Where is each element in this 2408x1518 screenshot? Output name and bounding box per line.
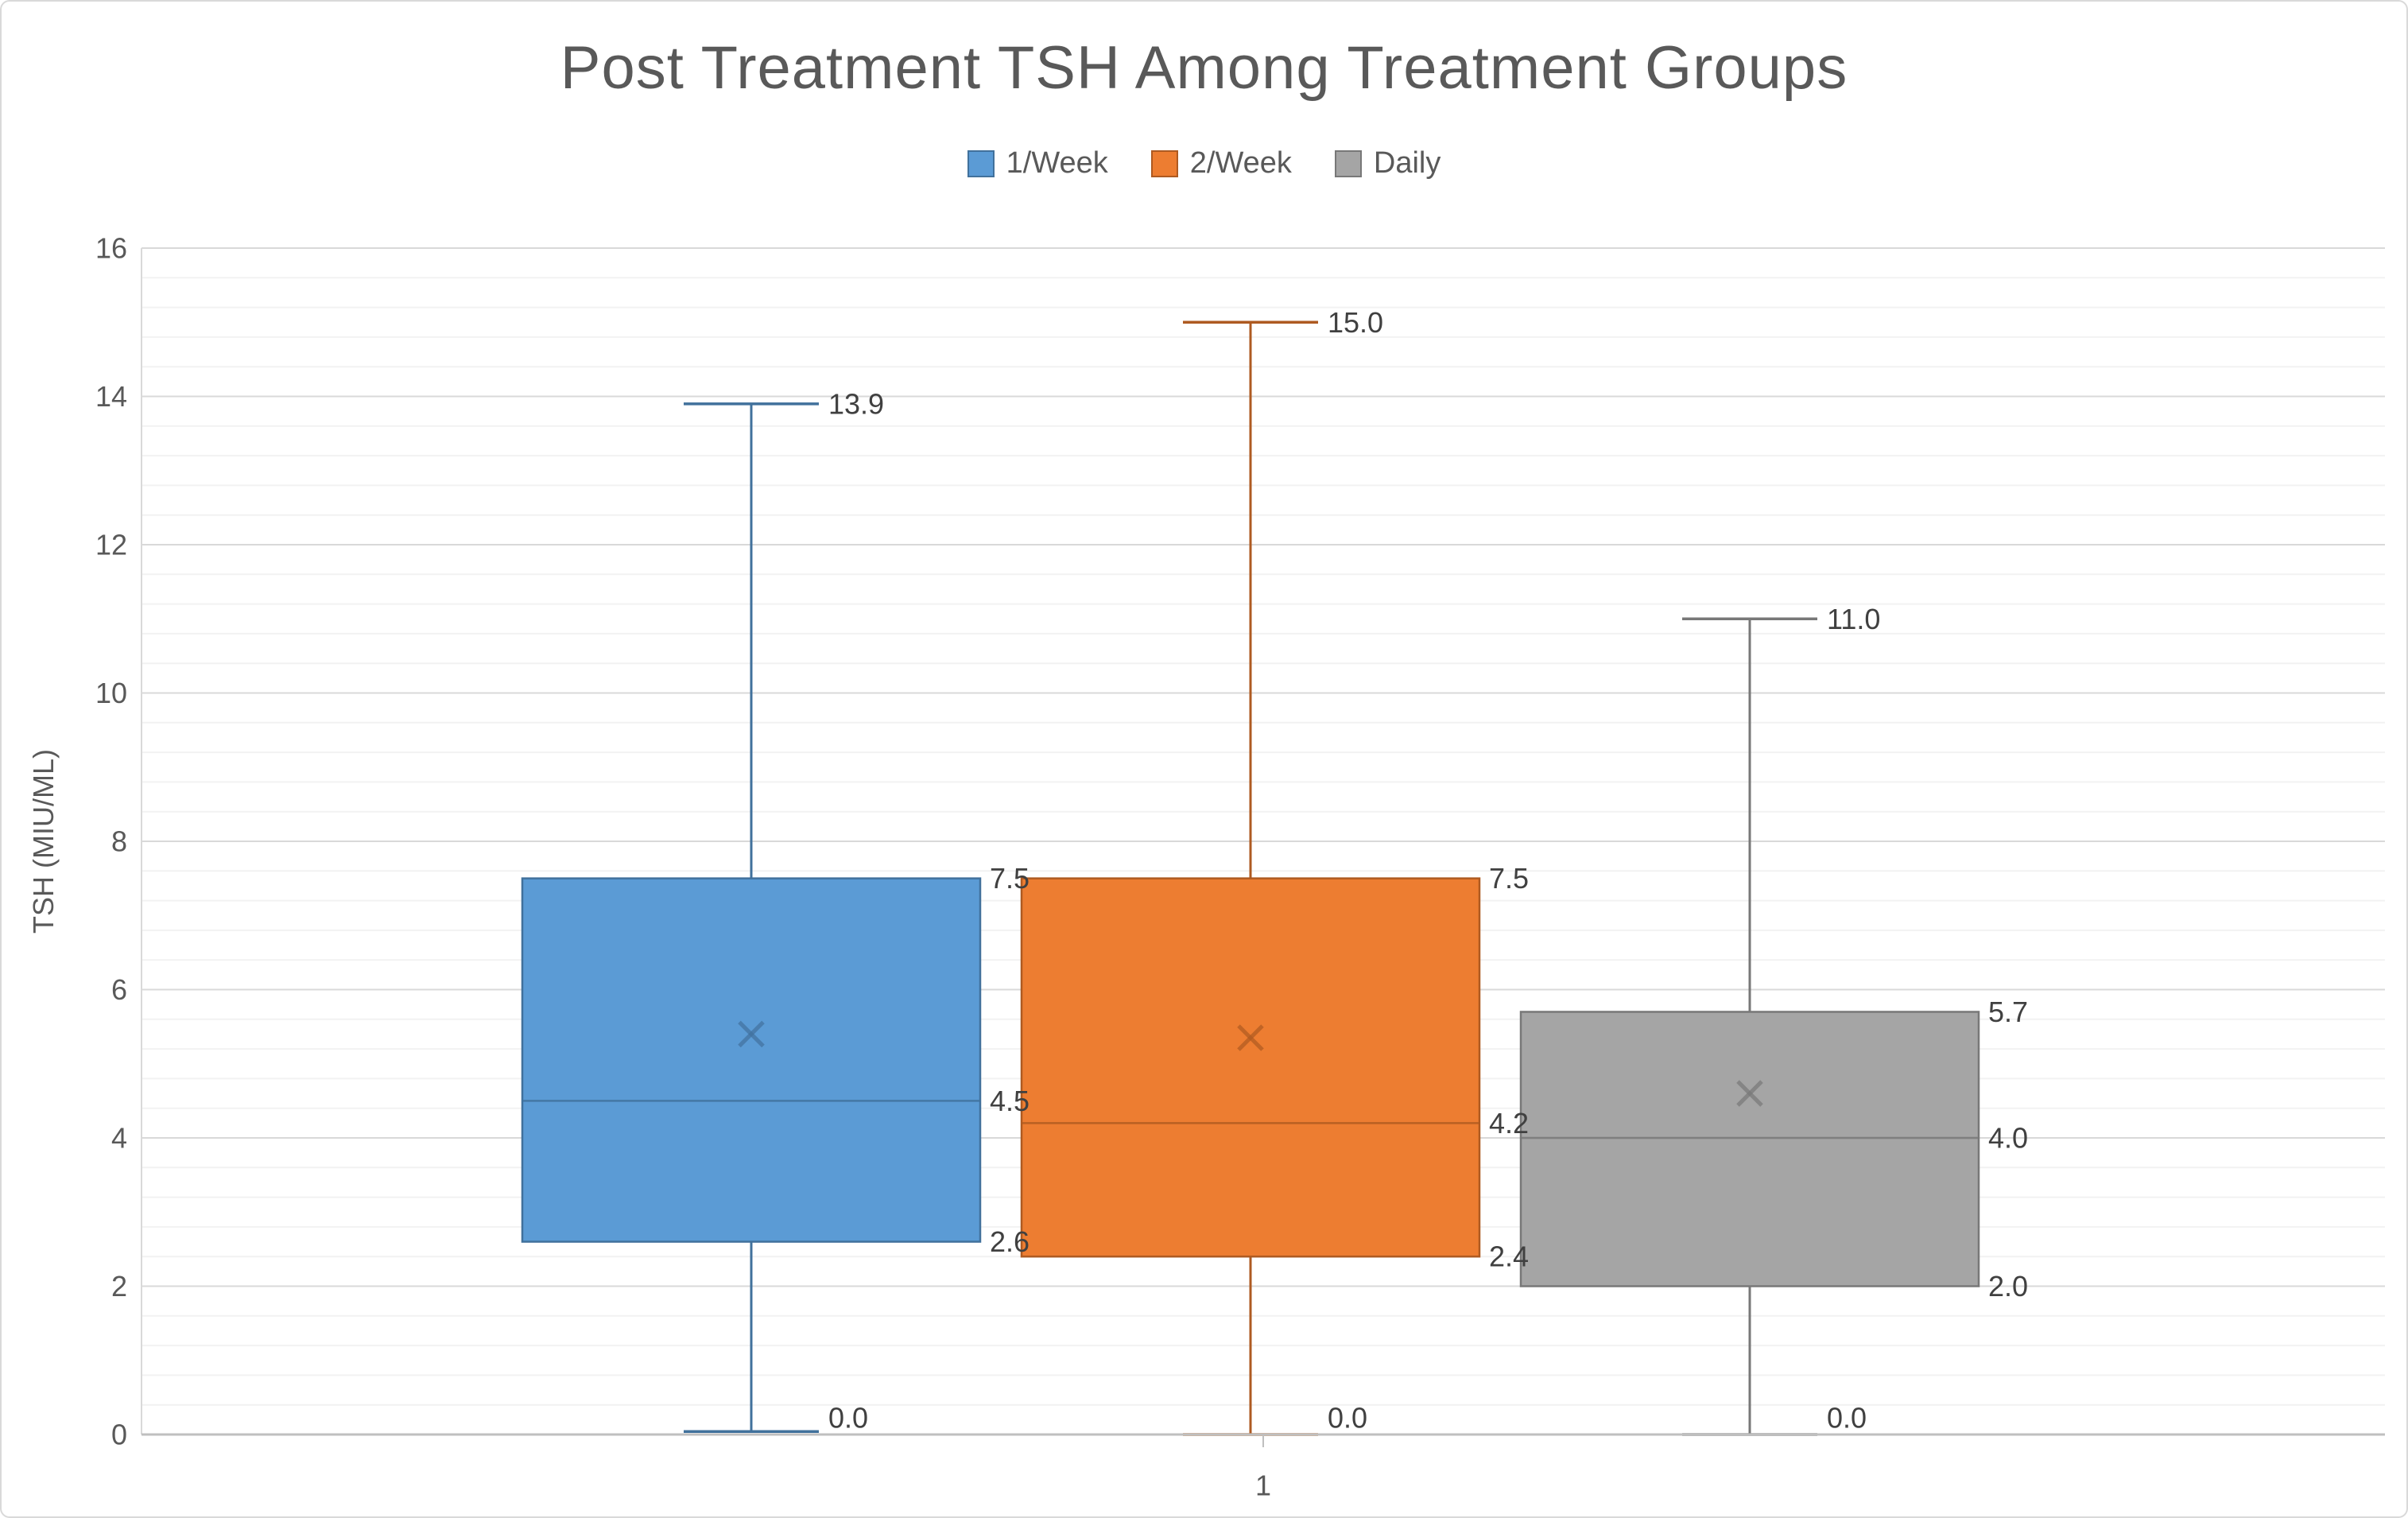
data-label-min-1-week: 0.0 — [828, 1402, 868, 1435]
data-label-max-daily: 11.0 — [1827, 603, 1880, 635]
y-tick-label: 4 — [111, 1122, 127, 1155]
data-label-q3-daily: 5.7 — [1988, 996, 2028, 1028]
legend-item-2-week: 2/Week — [1150, 146, 1292, 181]
mean-marker-icon-1-week — [738, 1020, 765, 1048]
mean-marker-icon-daily — [1736, 1080, 1763, 1107]
box-2-week — [1020, 877, 1481, 1258]
legend-swatch-icon — [1150, 149, 1178, 177]
data-label-min-2-week: 0.0 — [1328, 1402, 1367, 1435]
legend-label: Daily — [1373, 146, 1441, 180]
legend-item-1-week: 1/Week — [967, 146, 1108, 181]
data-label-q1-1-week: 2.6 — [990, 1225, 1030, 1258]
y-tick-label: 6 — [111, 973, 127, 1006]
data-label-median-daily: 4.0 — [1988, 1122, 2028, 1155]
chart-title: Post Treatment TSH Among Treatment Group… — [560, 34, 1848, 102]
y-tick-label: 8 — [111, 825, 127, 858]
data-label-q1-2-week: 2.4 — [1489, 1240, 1529, 1273]
mean-marker-icon-2-week — [1237, 1024, 1264, 1051]
legend-label: 2/Week — [1189, 146, 1292, 180]
data-label-q3-2-week: 7.5 — [1489, 862, 1529, 895]
y-tick-label: 12 — [95, 529, 127, 561]
data-label-median-2-week: 4.2 — [1489, 1107, 1529, 1139]
box-1-week — [521, 877, 982, 1243]
data-label-q1-daily: 2.0 — [1988, 1270, 2028, 1303]
legend-label: 1/Week — [1006, 146, 1108, 180]
y-tick-label: 2 — [111, 1270, 127, 1303]
legend: 1/Week 2/Week Daily — [2, 146, 2406, 181]
y-tick-label: 10 — [95, 677, 127, 709]
data-label-min-daily: 0.0 — [1827, 1402, 1867, 1435]
box-daily — [1519, 1011, 1980, 1287]
y-tick-label: 14 — [95, 380, 127, 413]
y-tick-label: 16 — [95, 232, 127, 265]
y-tick-label: 0 — [111, 1419, 127, 1451]
data-label-max-2-week: 15.0 — [1328, 306, 1383, 339]
legend-swatch-icon — [967, 149, 995, 177]
data-label-q3-1-week: 7.5 — [990, 862, 1030, 895]
legend-swatch-icon — [1334, 149, 1362, 177]
data-label-max-1-week: 13.9 — [828, 387, 884, 420]
legend-item-daily: Daily — [1334, 146, 1441, 181]
x-category-label: 1 — [1255, 1469, 1271, 1502]
data-label-median-1-week: 4.5 — [990, 1085, 1030, 1117]
